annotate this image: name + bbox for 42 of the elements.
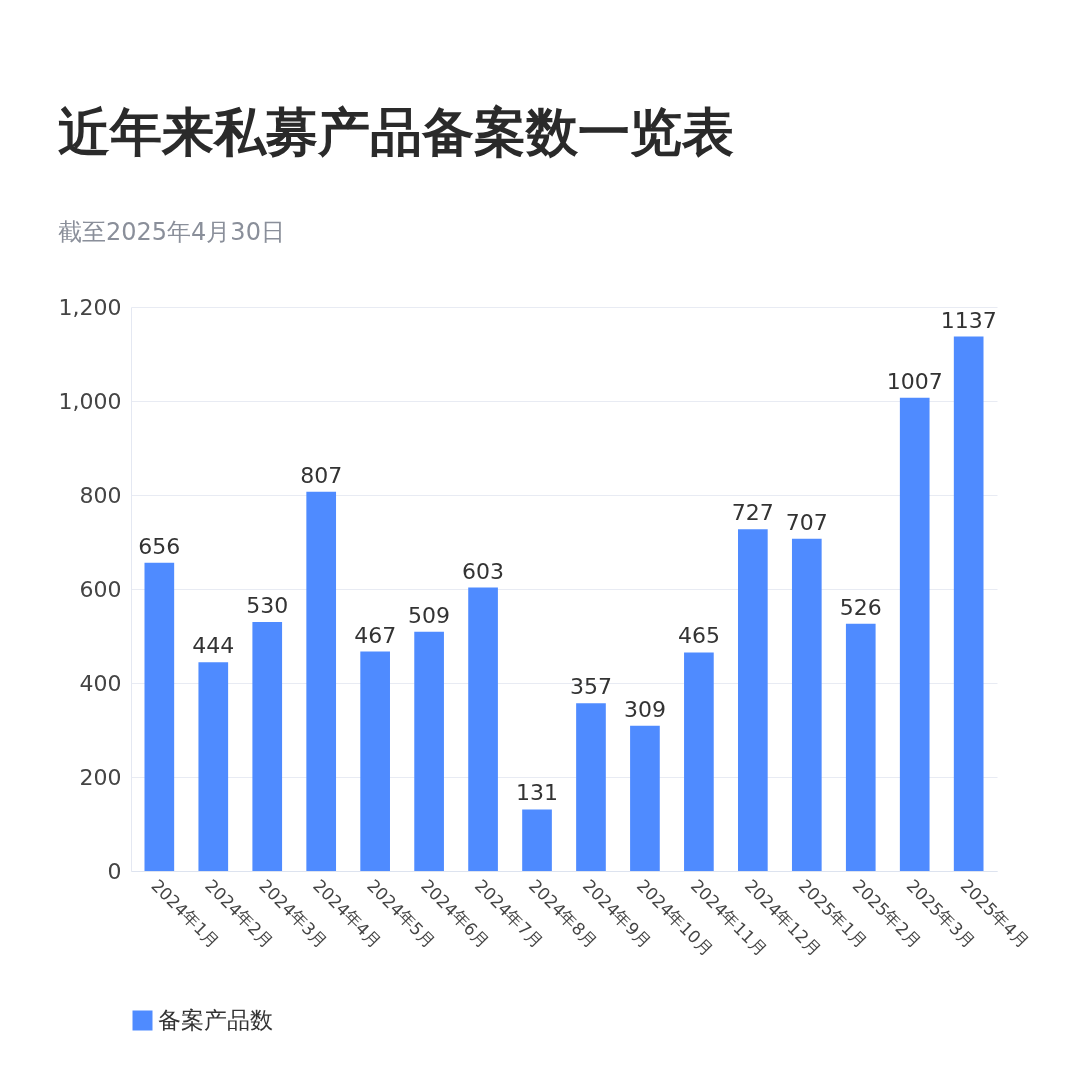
data-label: 467 xyxy=(354,622,397,648)
bar xyxy=(468,587,498,871)
data-label: 509 xyxy=(408,602,451,628)
data-label: 530 xyxy=(246,592,289,618)
bar xyxy=(845,623,876,871)
bar xyxy=(198,662,229,871)
bar xyxy=(144,562,175,871)
data-label: 465 xyxy=(677,623,720,649)
data-label: 807 xyxy=(300,462,343,488)
bar xyxy=(953,336,984,871)
bar xyxy=(306,491,337,871)
y-tick-label: 200 xyxy=(79,764,122,790)
bar xyxy=(576,703,606,871)
bar xyxy=(899,397,930,871)
data-label: 357 xyxy=(569,674,612,700)
data-label: 444 xyxy=(192,633,235,659)
bar xyxy=(360,651,390,871)
y-tick-label: 800 xyxy=(79,482,122,508)
data-label: 656 xyxy=(138,533,181,559)
data-label: 707 xyxy=(785,509,828,535)
y-tick-label: 0 xyxy=(107,858,122,884)
data-label: 526 xyxy=(839,594,882,620)
data-label: 1137 xyxy=(940,307,997,333)
y-tick-label: 1,200 xyxy=(58,294,122,320)
bar xyxy=(630,725,660,871)
chart-subtitle: 截至2025年4月30日 xyxy=(58,218,285,246)
data-label: 727 xyxy=(731,500,774,526)
chart-title: 近年来私募产品备案数一览表 xyxy=(58,102,735,162)
bar xyxy=(522,809,552,871)
y-tick-label: 1,000 xyxy=(58,388,122,414)
bar xyxy=(414,631,444,871)
bar xyxy=(684,652,714,871)
data-label: 1007 xyxy=(886,368,943,394)
data-label: 131 xyxy=(516,780,559,806)
data-label: 603 xyxy=(462,558,505,584)
bar xyxy=(738,529,768,871)
legend-label: 备案产品数 xyxy=(158,1006,273,1033)
data-label: 309 xyxy=(623,696,666,722)
bar xyxy=(791,538,822,871)
bar xyxy=(252,621,283,871)
y-tick-label: 400 xyxy=(79,670,122,696)
y-tick-label: 600 xyxy=(79,576,122,602)
